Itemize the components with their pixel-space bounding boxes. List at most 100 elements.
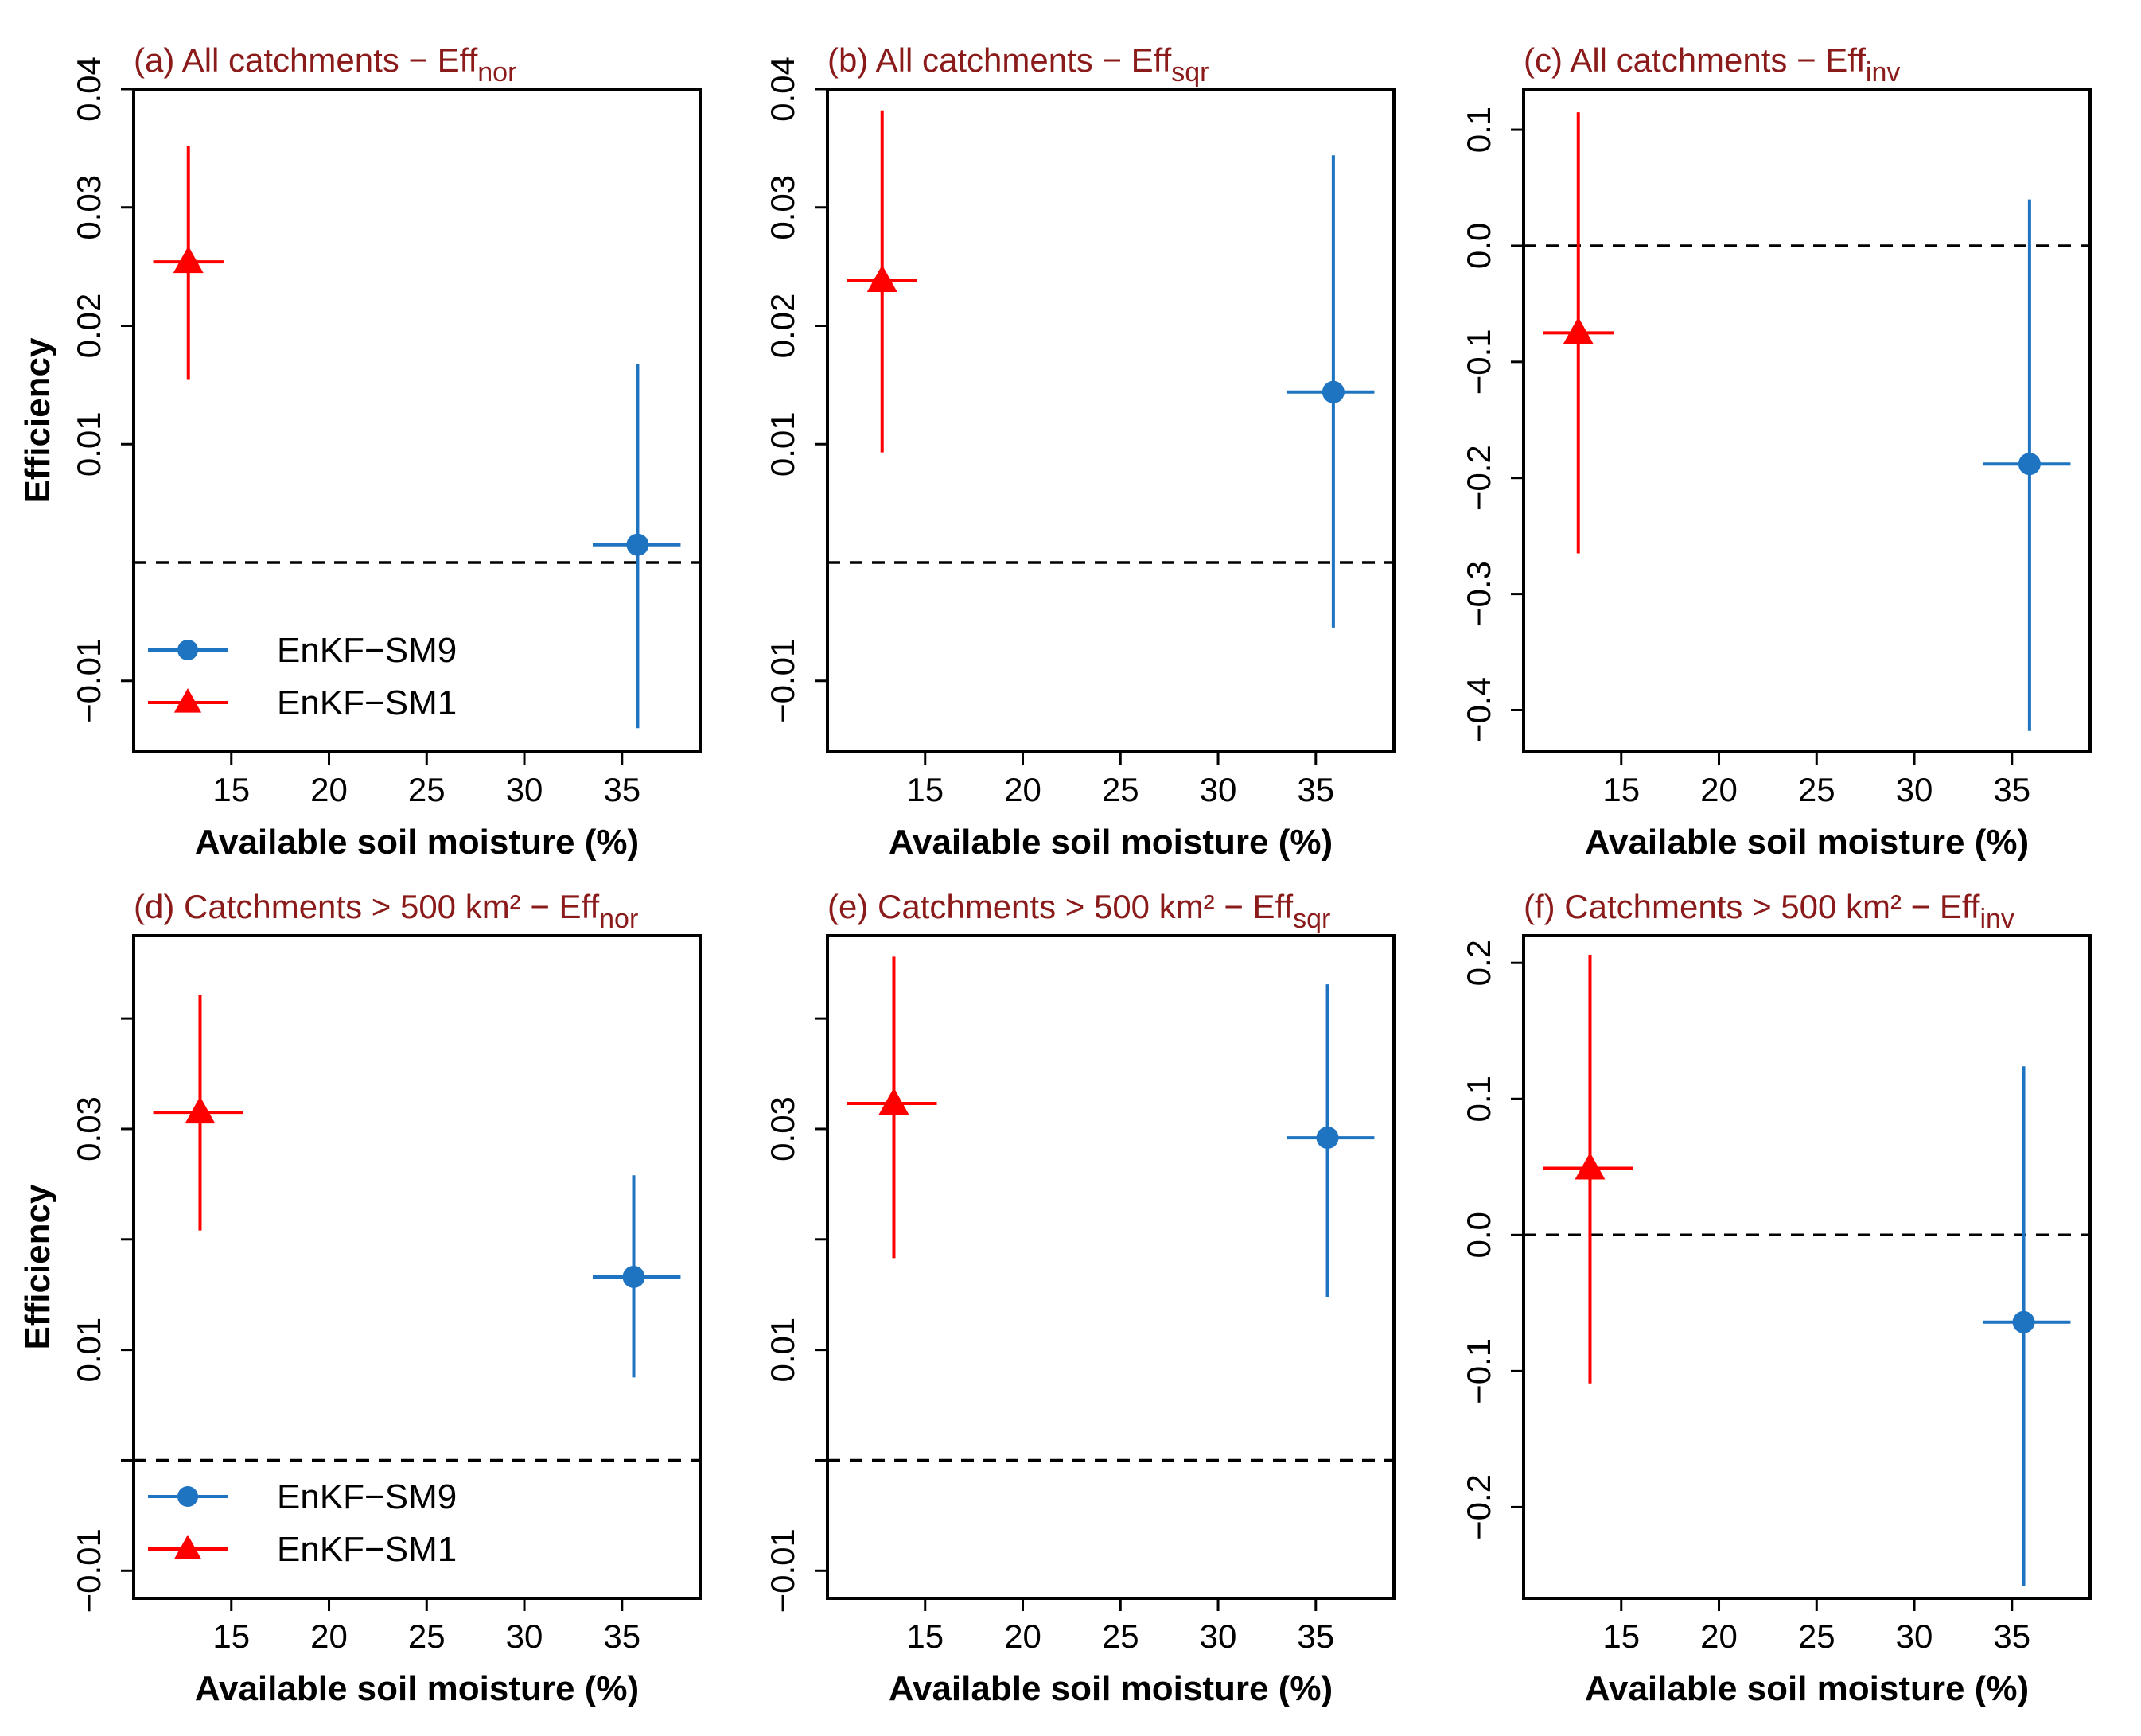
x-tick-label: 25 — [1798, 771, 1835, 808]
x-tick-label: 35 — [603, 771, 640, 808]
plot-frame — [132, 934, 702, 1600]
x-tick-label: 20 — [1700, 771, 1738, 808]
plot-frame — [1522, 934, 2092, 1600]
y-tick-label: 0.1 — [1460, 1076, 1497, 1122]
x-axis-label: Available soil moisture (%) — [889, 1669, 1333, 1708]
x-tick-label: 25 — [1798, 1617, 1835, 1655]
y-tick-label: −0.4 — [1460, 677, 1497, 743]
y-tick-label: 0.03 — [70, 1096, 107, 1162]
y-tick-label: 0.01 — [70, 1318, 107, 1383]
panel-f: (f) Catchments > 500 km² − Effinv 15 20 25 3… — [1460, 888, 2092, 1708]
y-tick-label: 0.04 — [70, 56, 107, 122]
legend-label: EnKF−SM9 — [277, 631, 457, 670]
y-tick-label: −0.01 — [764, 1528, 801, 1613]
x-axis-label: Available soil moisture (%) — [889, 823, 1333, 862]
plot-frame — [826, 934, 1396, 1600]
y-tick-label: 0.03 — [764, 1096, 801, 1162]
x-tick-label: 25 — [1102, 1617, 1139, 1655]
sm1-triangle-point — [173, 246, 204, 274]
panel-e-title: (e) Catchments > 500 km² − Effsqr — [827, 888, 1330, 934]
sm9-circle-point — [1322, 380, 1345, 403]
legend-triangle-marker — [173, 1535, 202, 1559]
y-tick-label: 0.02 — [764, 294, 801, 359]
x-tick-label: 15 — [212, 1617, 250, 1655]
panel-a-title: (a) All catchments − Effnor — [134, 41, 516, 88]
x-tick-label: 30 — [1896, 1617, 1933, 1655]
panel-d: (d) Catchments > 500 km² − Effnor 15 20 25 3… — [18, 888, 702, 1708]
y-tick-label: −0.1 — [1460, 329, 1497, 395]
sm1-triangle-point — [185, 1096, 216, 1124]
panel-d-title: (d) Catchments > 500 km² − Effnor — [134, 888, 638, 934]
x-axis-label: Available soil moisture (%) — [195, 823, 639, 862]
x-tick-label: 20 — [1700, 1617, 1738, 1655]
sm9-circle-point — [626, 533, 649, 556]
x-tick-label: 30 — [1896, 771, 1933, 808]
y-tick-label: 0.2 — [1460, 940, 1497, 986]
sm1-triangle-point — [1563, 317, 1594, 344]
y-tick-label: −0.3 — [1460, 561, 1497, 627]
x-tick-label: 25 — [408, 771, 446, 808]
x-tick-label: 35 — [1993, 771, 2030, 808]
legend-circle-marker — [177, 640, 198, 660]
panel-e: (e) Catchments > 500 km² − Effsqr 15 20 25 3… — [764, 888, 1396, 1708]
sm1-triangle-point — [1575, 1152, 1606, 1180]
x-tick-label: 30 — [1200, 1617, 1237, 1655]
y-tick-label: −0.01 — [70, 1528, 107, 1613]
plot-frame — [132, 88, 702, 753]
y-axis-label: Efficiency — [18, 1184, 57, 1349]
x-tick-label: 20 — [310, 771, 348, 808]
y-axis-label: Efficiency — [18, 337, 57, 503]
y-tick-label: 0.01 — [764, 411, 801, 477]
x-tick-label: 15 — [906, 771, 944, 808]
sm9-circle-point — [622, 1265, 645, 1288]
legend-label: EnKF−SM9 — [277, 1477, 457, 1516]
sm9-circle-point — [1316, 1127, 1339, 1150]
x-tick-label: 25 — [1102, 771, 1139, 808]
x-tick-label: 35 — [1993, 1617, 2030, 1655]
y-tick-label: 0.02 — [70, 294, 107, 359]
sm1-triangle-point — [866, 264, 897, 292]
x-tick-label: 20 — [1004, 771, 1041, 808]
legend-label: EnKF−SM1 — [277, 683, 457, 722]
y-tick-label: 0.03 — [70, 175, 107, 240]
x-tick-label: 30 — [1200, 771, 1237, 808]
legend-label: EnKF−SM1 — [277, 1530, 457, 1569]
x-tick-label: 15 — [1602, 771, 1640, 808]
y-tick-label: −0.2 — [1460, 1474, 1497, 1540]
x-tick-label: 20 — [1004, 1617, 1041, 1655]
panel-a: (a) All catchments − Effnor 15 20 25 30 35 −0.… — [18, 41, 702, 862]
y-tick-label: 0.01 — [70, 411, 107, 477]
plot-frame — [1522, 88, 2092, 753]
sm1-triangle-point — [878, 1088, 909, 1115]
y-tick-label: 0.01 — [764, 1318, 801, 1383]
x-axis-label: Available soil moisture (%) — [1585, 823, 2029, 862]
x-tick-label: 15 — [212, 771, 250, 808]
legend-circle-marker — [177, 1486, 198, 1507]
x-tick-label: 35 — [603, 1617, 640, 1655]
y-tick-label: 0.0 — [1460, 1212, 1497, 1258]
y-tick-label: −0.01 — [764, 639, 801, 723]
x-tick-label: 15 — [1602, 1617, 1640, 1655]
x-tick-label: 35 — [1297, 1617, 1334, 1655]
x-tick-label: 30 — [506, 771, 543, 808]
panel-b: (b) All catchments − Effsqr 15 20 25 30 35 −0.… — [764, 41, 1396, 862]
y-tick-label: 0.1 — [1460, 107, 1497, 153]
panel-f-title: (f) Catchments > 500 km² − Effinv — [1524, 888, 2014, 934]
y-tick-label: −0.2 — [1460, 445, 1497, 511]
x-tick-label: 20 — [310, 1617, 348, 1655]
y-tick-label: 0.03 — [764, 175, 801, 240]
sm9-circle-point — [2018, 453, 2041, 476]
y-tick-label: 0.04 — [764, 56, 801, 122]
y-tick-label: 0.0 — [1460, 223, 1497, 269]
x-tick-label: 25 — [408, 1617, 446, 1655]
x-axis-label: Available soil moisture (%) — [1585, 1669, 2029, 1708]
x-tick-label: 15 — [906, 1617, 944, 1655]
plot-frame — [826, 88, 1396, 753]
x-axis-label: Available soil moisture (%) — [195, 1669, 639, 1708]
x-tick-label: 30 — [506, 1617, 543, 1655]
x-tick-label: 35 — [1297, 771, 1334, 808]
panel-b-title: (b) All catchments − Effsqr — [827, 41, 1209, 88]
panel-c: (c) All catchments − Effinv 15 20 25 30 35 −0.… — [1460, 41, 2092, 862]
y-tick-label: −0.01 — [70, 639, 107, 723]
